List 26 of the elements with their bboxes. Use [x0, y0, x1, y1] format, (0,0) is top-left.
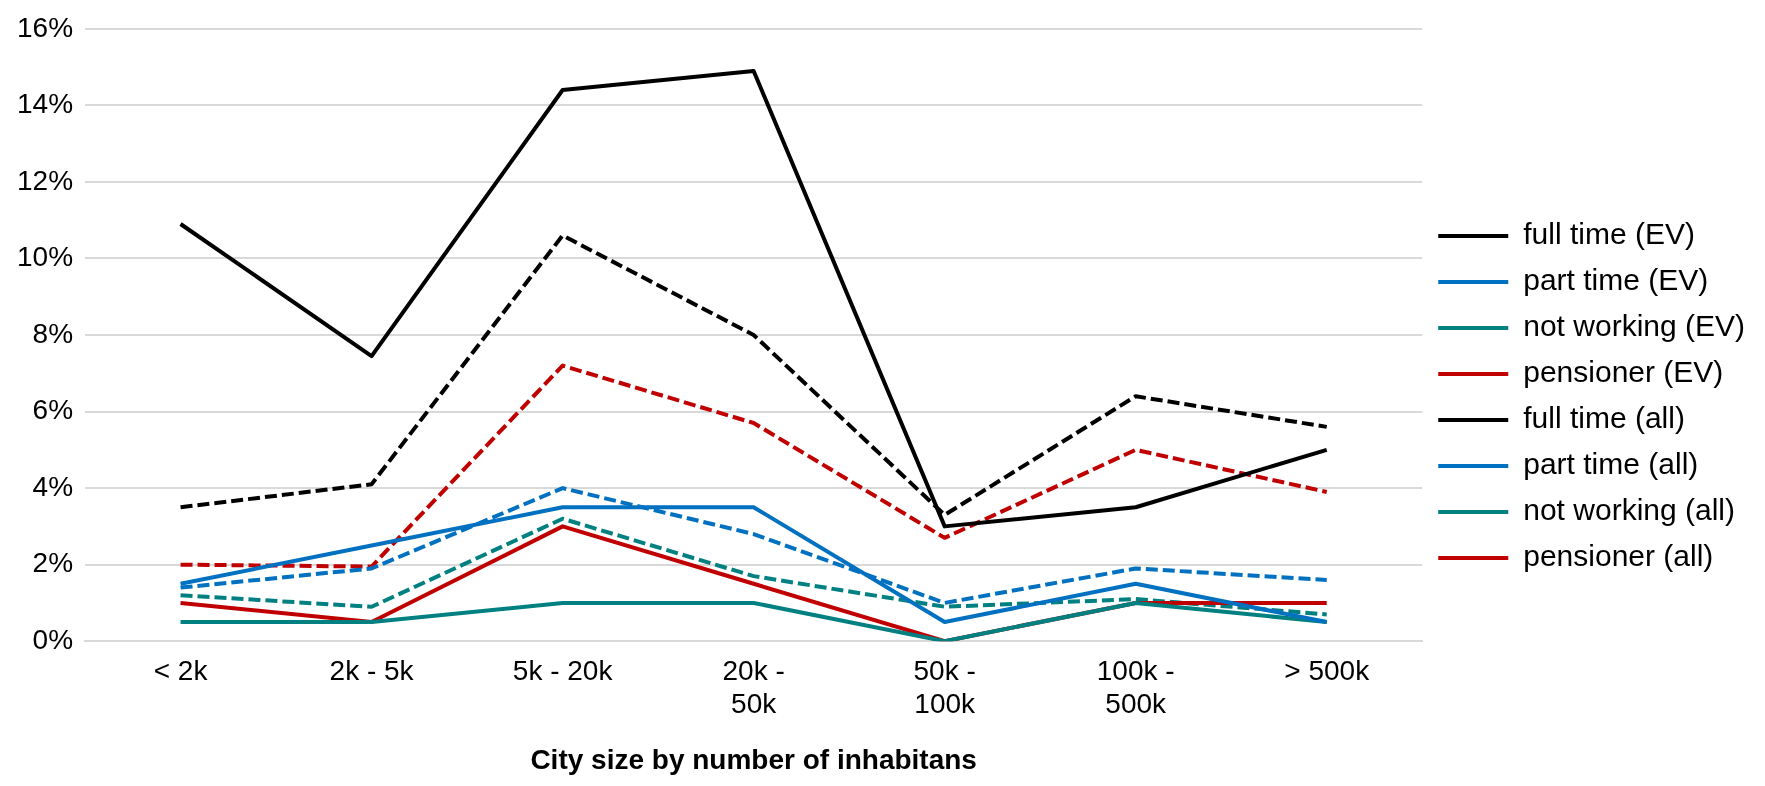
y-tick-label: 4% — [32, 470, 74, 502]
x-tick-label: 5k - 20k — [512, 654, 614, 686]
x-tick-label: < 2k — [153, 654, 209, 686]
y-tick-label: 14% — [16, 88, 74, 120]
legend-label: full time (EV) — [1523, 217, 1695, 251]
x-tick-label: > 500k — [1284, 654, 1371, 686]
legend-label: full time (all) — [1523, 401, 1685, 435]
y-tick-label: 6% — [32, 394, 74, 426]
x-tick-label: 50k - 100k — [913, 654, 977, 720]
legend-label: part time (all) — [1523, 447, 1699, 481]
x-tick-label: 100k - 500k — [1096, 654, 1175, 720]
y-tick-label: 2% — [32, 547, 74, 579]
y-tick-label: 16% — [16, 11, 74, 43]
x-tick-label: 20k - 50k — [722, 654, 785, 720]
x-axis-title: City size by number of inhabitans — [530, 743, 977, 775]
legend-label: pensioner (all) — [1523, 539, 1714, 573]
line-series — [178, 363, 1329, 569]
y-tick-label: 8% — [32, 317, 74, 349]
y-tick-label: 0% — [32, 623, 74, 655]
x-tick-label: 2k - 5k — [329, 654, 415, 686]
y-tick-label: 12% — [16, 164, 74, 196]
legend-label: part time (EV) — [1523, 263, 1709, 297]
legend-label: not working (all) — [1523, 493, 1735, 527]
y-tick-label: 10% — [16, 241, 74, 273]
legend-label: not working (EV) — [1523, 309, 1745, 343]
legend-label: pensioner (EV) — [1523, 355, 1724, 389]
